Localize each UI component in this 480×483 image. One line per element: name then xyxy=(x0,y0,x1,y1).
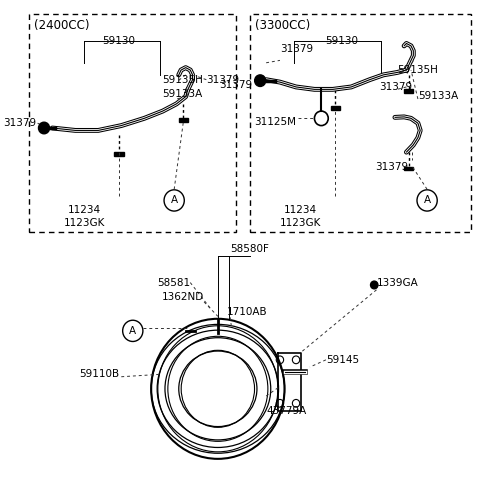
Text: 11234
1123GK: 11234 1123GK xyxy=(280,205,321,227)
Text: 1362ND: 1362ND xyxy=(162,292,204,302)
Text: 31379: 31379 xyxy=(280,44,313,54)
Text: 58581: 58581 xyxy=(157,278,190,287)
Text: 59110B: 59110B xyxy=(79,369,119,379)
Circle shape xyxy=(255,75,266,86)
Text: 43779A: 43779A xyxy=(266,406,306,415)
Text: A: A xyxy=(170,196,178,205)
Text: 1339GA: 1339GA xyxy=(376,278,418,287)
Bar xyxy=(29,14,236,232)
Text: 31379: 31379 xyxy=(379,82,412,92)
Text: 1710AB: 1710AB xyxy=(227,307,268,316)
Bar xyxy=(250,14,471,232)
Text: 59130: 59130 xyxy=(103,36,135,46)
Bar xyxy=(331,106,340,110)
Text: 31379: 31379 xyxy=(219,80,252,89)
Text: 59135H: 59135H xyxy=(397,65,438,75)
Text: 31379: 31379 xyxy=(3,118,36,128)
Text: 31379: 31379 xyxy=(206,75,240,85)
Bar xyxy=(114,152,123,156)
Text: 58580F: 58580F xyxy=(230,243,269,254)
Text: A: A xyxy=(423,196,431,205)
Circle shape xyxy=(371,281,378,289)
Text: 59145: 59145 xyxy=(326,355,359,365)
Text: 59135H: 59135H xyxy=(163,74,204,85)
Bar xyxy=(179,118,188,122)
Bar xyxy=(404,167,413,170)
Text: 59133A: 59133A xyxy=(163,89,203,99)
Circle shape xyxy=(38,122,49,134)
Text: 11234
1123GK: 11234 1123GK xyxy=(64,205,105,227)
Text: 59130: 59130 xyxy=(325,36,359,46)
Text: (3300CC): (3300CC) xyxy=(255,19,310,32)
Text: 31125M: 31125M xyxy=(254,117,296,127)
Text: 59133A: 59133A xyxy=(418,91,458,101)
Text: A: A xyxy=(129,326,136,336)
Text: (2400CC): (2400CC) xyxy=(34,19,89,32)
Text: 31379: 31379 xyxy=(375,162,408,172)
Bar xyxy=(404,89,413,93)
